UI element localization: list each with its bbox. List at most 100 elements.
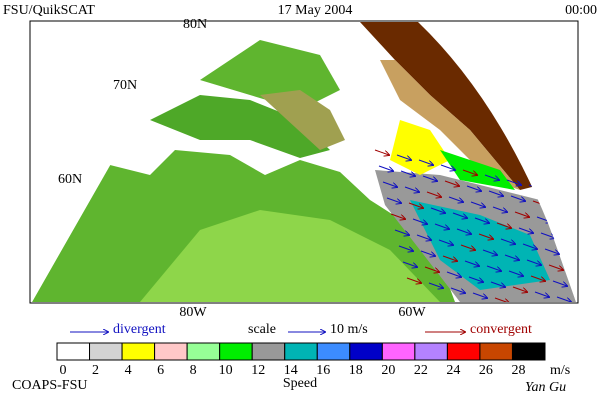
greenland-coast	[380, 60, 520, 190]
colorbar-box	[316, 342, 351, 361]
wind-arrow	[448, 196, 463, 202]
island	[260, 90, 345, 150]
wind-arrow	[396, 154, 411, 160]
wind-arrow	[440, 164, 455, 170]
wind-arrow	[438, 239, 453, 245]
wind-arrow	[406, 277, 421, 283]
wind-arrow	[430, 207, 445, 213]
wind-arrow	[398, 245, 413, 251]
wind-arrow	[522, 243, 537, 249]
colorbar-label: 24	[446, 363, 460, 378]
lon-label: 60W	[398, 305, 426, 320]
lat-label: 70N	[113, 78, 137, 93]
wind-arrow	[444, 180, 459, 186]
colorbar-label: 0	[60, 363, 67, 378]
wind-arrow	[517, 303, 531, 308]
colorbar-label: 10	[219, 363, 233, 378]
wind-arrow	[450, 287, 465, 293]
wind-arrow	[442, 255, 457, 261]
colorbar-label: 16	[316, 363, 330, 378]
wind-arrow	[464, 260, 479, 266]
wind-arrow	[490, 281, 505, 287]
wind-arrow	[494, 297, 509, 302]
wind-arrow	[402, 261, 417, 267]
wind-arrow	[534, 291, 549, 297]
colorbar-box	[89, 342, 123, 361]
wind-arrow	[434, 223, 449, 229]
colorbar-box	[479, 342, 513, 361]
colorbar-label: 4	[125, 363, 132, 378]
wind-arrow	[390, 213, 405, 219]
colorbar-label: 20	[381, 363, 395, 378]
colorbar-box	[186, 342, 221, 361]
title: FSU/QuikSCAT	[3, 3, 95, 18]
wind-arrow	[428, 282, 443, 288]
colorbar-box	[219, 342, 253, 361]
author: Yan Gu	[525, 380, 566, 395]
colorbar-label: 2	[92, 363, 99, 378]
wind-arrow	[426, 191, 441, 197]
colorbar-label: 26	[479, 363, 493, 378]
colorbar-box	[154, 342, 188, 361]
colorbar-label: 22	[414, 363, 428, 378]
wind-arrow	[510, 195, 525, 201]
wind-arrow	[556, 296, 571, 302]
colorbar-box	[511, 342, 546, 361]
wind-arrow	[378, 165, 393, 171]
wind-arrow	[446, 271, 461, 277]
colorbar-label: 8	[190, 363, 197, 378]
wind-arrow	[544, 248, 559, 254]
time: 00:00	[565, 3, 597, 18]
wind-arrow	[466, 185, 481, 191]
island	[200, 40, 340, 110]
wind-arrow	[514, 211, 529, 217]
institution: COAPS-FSU	[12, 378, 87, 393]
colorbar-box	[251, 342, 286, 361]
wind-arrow	[526, 259, 541, 265]
colorbar-box	[56, 342, 91, 361]
wind-weak	[390, 120, 450, 175]
wind-arrow	[456, 228, 471, 234]
legend-convergent: convergent	[470, 322, 532, 337]
wind-arrow	[382, 181, 397, 187]
colorbar-unit: m/s	[550, 363, 570, 378]
wind-arrow	[484, 174, 499, 180]
wind-arrow	[422, 175, 437, 181]
lon-label: 80W	[179, 305, 207, 320]
wind-arrow	[412, 218, 427, 224]
wind-arrow	[460, 244, 475, 250]
colorbar-box	[284, 342, 318, 361]
wind-arrow	[462, 169, 477, 175]
colorbar-box	[414, 342, 448, 361]
wind-arrow	[539, 308, 553, 313]
lat-label: 60N	[58, 172, 82, 187]
wind-arrow	[488, 190, 503, 196]
wind-arrow	[452, 212, 467, 218]
greenland	[360, 22, 560, 190]
colorbar-label: 28	[511, 363, 525, 378]
wind-arrow	[579, 302, 593, 307]
wind-arrow	[492, 206, 507, 212]
wind-arrow	[486, 265, 501, 271]
colorbar-box	[446, 342, 481, 361]
colorbar-box	[349, 342, 383, 361]
wind-arrow	[496, 222, 511, 228]
wind-arrow	[548, 264, 563, 270]
colorbar-label: 18	[349, 363, 363, 378]
wind-arrow	[408, 202, 423, 208]
colorbar-label: 14	[284, 363, 298, 378]
wind-arrow	[468, 276, 483, 282]
wind-arrow	[530, 275, 545, 281]
lowland	[140, 210, 440, 302]
wind-arrow	[424, 266, 439, 272]
wind-arrow	[416, 234, 431, 240]
colorbar-box	[381, 342, 416, 361]
wind-arrow	[400, 170, 415, 176]
wind-arrow	[386, 197, 401, 203]
wind-arrow	[420, 250, 435, 256]
wind-arrow	[500, 238, 515, 244]
wind-arrow	[470, 201, 485, 207]
wind-arrow	[552, 280, 567, 286]
colorbar-title: Speed	[283, 376, 317, 391]
legend-divergent: divergent	[113, 322, 166, 337]
